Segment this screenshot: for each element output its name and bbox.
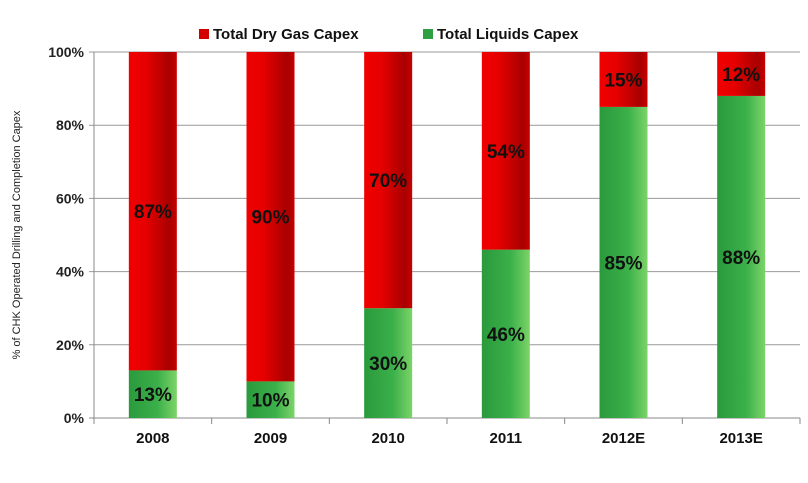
bar-total-dry-gas-capex (364, 52, 413, 309)
x-tick-label: 2009 (254, 430, 287, 447)
legend-label-liquids: Total Liquids Capex (437, 26, 579, 43)
data-label: 90% (251, 208, 289, 229)
x-tick-label: 2010 (371, 430, 404, 447)
bar-total-liquids-capex (717, 95, 766, 419)
data-label: 30% (369, 354, 407, 375)
y-tick-label: 20% (56, 337, 85, 353)
y-tick-label: 40% (56, 264, 85, 280)
data-label: 10% (251, 391, 289, 412)
y-tick-label: 100% (48, 44, 84, 60)
bar-total-liquids-capex (481, 249, 530, 418)
bar-total-liquids-capex (128, 370, 177, 418)
data-label: 85% (604, 253, 642, 274)
y-tick-label: 0% (64, 410, 85, 426)
x-tick-label: 2013E (719, 430, 762, 447)
bar-total-dry-gas-capex (246, 52, 295, 382)
legend: Total Dry Gas Capex Total Liquids Capex (199, 26, 579, 43)
legend-swatch-dry-gas (199, 29, 209, 39)
data-label: 13% (134, 385, 172, 406)
bar-total-dry-gas-capex (481, 52, 530, 250)
legend-label-dry-gas: Total Dry Gas Capex (213, 26, 359, 43)
data-label: 46% (487, 325, 525, 346)
data-label: 88% (722, 248, 760, 269)
y-tick-label: 60% (56, 190, 85, 206)
x-tick-label: 2012E (602, 430, 645, 447)
bar-total-liquids-capex (364, 308, 413, 418)
data-label: 54% (487, 142, 525, 163)
data-label: 12% (722, 65, 760, 86)
bar-total-liquids-capex (599, 106, 648, 419)
x-tick-label: 2011 (490, 430, 523, 447)
legend-swatch-liquids (423, 29, 433, 39)
y-tick-label: 80% (56, 117, 85, 133)
x-tick-label: 2008 (136, 430, 169, 447)
y-axis-title: % of CHK Operated Drilling and Completio… (11, 110, 23, 359)
bar-total-dry-gas-capex (717, 52, 766, 96)
bar-total-liquids-capex (246, 381, 295, 418)
data-label: 15% (604, 70, 642, 91)
data-label: 87% (134, 202, 172, 223)
data-label: 70% (369, 171, 407, 192)
bar-total-dry-gas-capex (128, 52, 177, 371)
bar-total-dry-gas-capex (599, 52, 648, 107)
